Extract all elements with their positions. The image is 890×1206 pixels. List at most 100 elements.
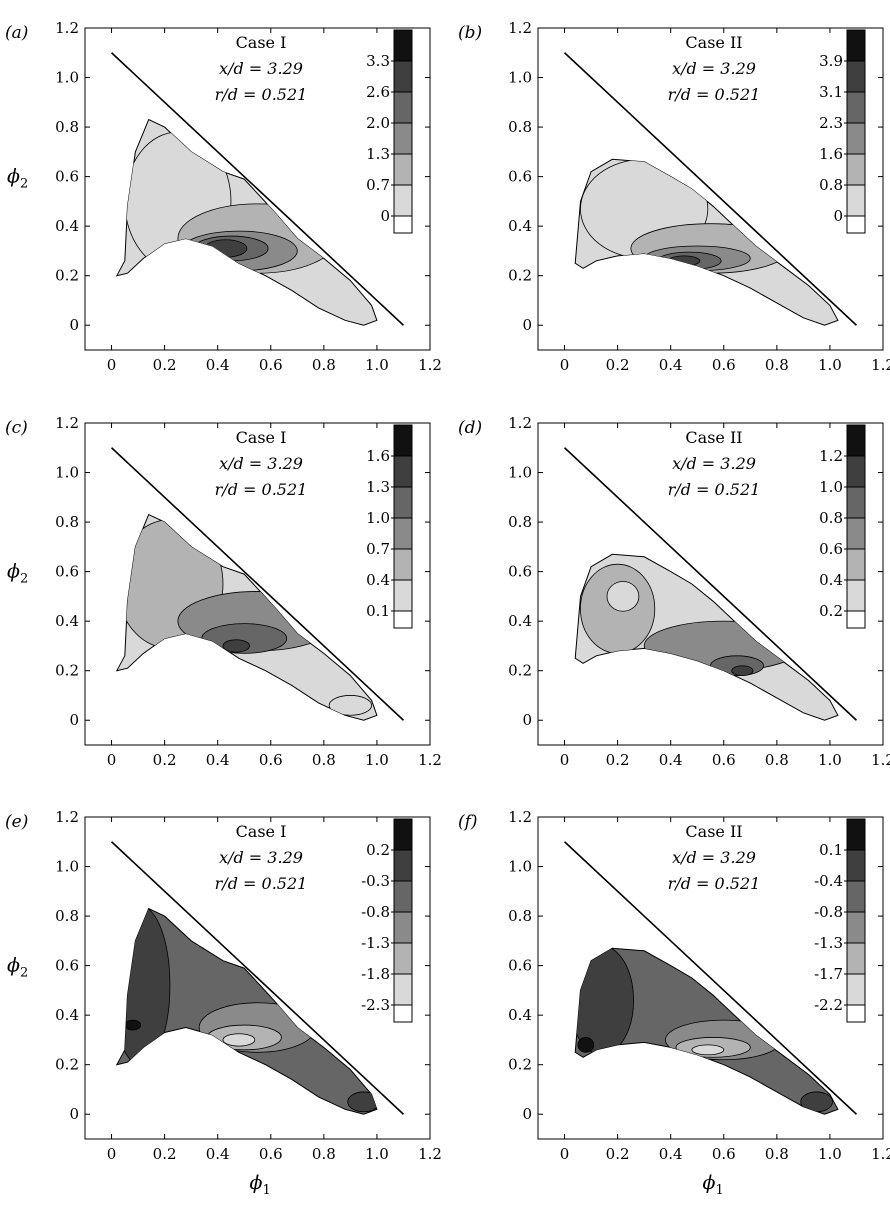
x-tick-label: 0.6 [259, 356, 283, 374]
y-tick-label: 1.2 [508, 808, 532, 826]
y-tick-label: 1.0 [508, 69, 532, 87]
colorbar-level-label: 0.4 [819, 571, 843, 589]
reference-line [110, 841, 405, 1115]
y-tick-label: 0.2 [55, 267, 79, 285]
colorbar-segment [393, 818, 413, 851]
colorbar: 0.2 0.4 0.6 0.8 1.0 1.2 [819, 424, 866, 629]
colorbar-segment [393, 424, 413, 457]
colorbar-segment [393, 849, 413, 882]
x-tick-label: 1.2 [871, 751, 890, 769]
y-tick-label: 0.2 [55, 1056, 79, 1074]
x-tick-label: 0.4 [206, 751, 230, 769]
x-tick-label: 0.6 [712, 1145, 736, 1163]
x-axis-label: ϕ1 [250, 1172, 271, 1198]
x-tick-label: 0.2 [153, 1145, 177, 1163]
y-tick-label: 0.6 [55, 168, 79, 186]
colorbar-level-label: 3.3 [366, 52, 390, 70]
contour-band-1 [691, 1044, 725, 1056]
x-tick-label: 1.0 [818, 1145, 842, 1163]
colorbar-segment [393, 184, 413, 217]
annotation-r-over-d: r/d = 0.521 [668, 85, 761, 104]
case-title: Case II [685, 822, 742, 841]
contour-band-1 [124, 131, 232, 272]
y-tick-label: 1.0 [508, 858, 532, 876]
x-axis-subscript: 1 [715, 1183, 723, 1198]
colorbar-level-label: 0.6 [819, 540, 843, 558]
colorbar-level-label: 1.6 [819, 145, 843, 163]
annotation-x-over-d: x/d = 3.29 [219, 454, 303, 473]
panel-label: (f) [458, 812, 478, 832]
annotation-x-over-d: x/d = 3.29 [219, 848, 303, 867]
y-axis-subscript: 2 [20, 966, 28, 981]
case-title: Case I [236, 33, 287, 52]
colorbar-level-label: 1.6 [366, 447, 390, 465]
x-tick-label: 1.2 [871, 1145, 890, 1163]
colorbar-segment [846, 849, 866, 882]
contour-band-1 [328, 695, 373, 716]
contour-band-5 [731, 665, 754, 677]
y-tick-label: 0.6 [55, 957, 79, 975]
annotation-x-over-d: x/d = 3.29 [672, 454, 756, 473]
y-axis-symbol: ϕ [7, 955, 20, 977]
colorbar-segment [846, 153, 866, 186]
y-axis-symbol: ϕ [7, 166, 20, 188]
y-tick-label: 0.6 [508, 168, 532, 186]
colorbar-level-label: -0.8 [361, 903, 390, 921]
colorbar-segment [846, 610, 866, 629]
panel-a: 0 0.2 0.4 0.6 0.8 1.0 1.2 0 0.2 0.4 0.6 0.8 1.0 1.2 (a… [5, 19, 442, 374]
x-tick-label: 0.4 [659, 356, 683, 374]
colorbar-segment [846, 579, 866, 612]
x-tick-label: 0 [107, 751, 117, 769]
colorbar-level-label: 0.1 [366, 602, 390, 620]
colorbar-level-label: 0.7 [366, 176, 390, 194]
case-title: Case I [236, 822, 287, 841]
colorbar-segment [393, 579, 413, 612]
colorbar-segment [393, 215, 413, 234]
annotation-x-over-d: x/d = 3.29 [672, 848, 756, 867]
x-tick-label: 0.4 [206, 1145, 230, 1163]
colorbar-segment [393, 29, 413, 62]
y-tick-label: 1.2 [55, 414, 79, 432]
plot-frame [537, 422, 884, 746]
contour-band-5 [204, 239, 248, 258]
y-tick-label: 0.2 [508, 662, 532, 680]
colorbar-level-label: 0.1 [819, 841, 843, 859]
x-tick-label: 0.6 [712, 356, 736, 374]
colorbar-segment [393, 91, 413, 124]
reference-line [563, 52, 858, 326]
y-axis-label: ϕ2 [7, 561, 28, 587]
annotation-r-over-d: r/d = 0.521 [215, 85, 308, 104]
y-tick-label: 0.8 [55, 907, 79, 925]
y-tick-label: 0.8 [508, 513, 532, 531]
colorbar: 0.1 0.4 0.7 1.0 1.3 1.6 [366, 424, 413, 629]
reference-line [110, 52, 405, 326]
x-tick-label: 0.2 [153, 356, 177, 374]
y-axis-label: ϕ2 [7, 166, 28, 192]
y-tick-label: 0.6 [55, 563, 79, 581]
x-tick-label: 0 [107, 1145, 117, 1163]
x-tick-label: 0.6 [259, 1145, 283, 1163]
colorbar-level-label: 1.2 [819, 447, 843, 465]
colorbar-level-label: -1.3 [361, 934, 390, 952]
y-tick-label: 1.2 [55, 808, 79, 826]
colorbar: -2.2 -1.7 -1.3 -0.8 -0.4 0.1 [814, 818, 866, 1023]
x-tick-label: 1.2 [418, 751, 442, 769]
x-tick-label: 0.2 [153, 751, 177, 769]
y-tick-label: 0.4 [55, 612, 79, 630]
colorbar: -2.3 -1.8 -1.3 -0.8 -0.3 0.2 [361, 818, 413, 1023]
colorbar-level-label: -2.2 [814, 996, 843, 1014]
contour-band-5 [222, 639, 250, 653]
y-tick-label: 0.8 [508, 118, 532, 136]
colorbar-segment [846, 548, 866, 581]
colorbar-segment [393, 880, 413, 913]
colorbar-segment [846, 942, 866, 975]
y-tick-label: 1.2 [508, 19, 532, 37]
colorbar-segment [393, 122, 413, 155]
annotation-x-over-d: x/d = 3.29 [219, 59, 303, 78]
contour-band-1 [606, 581, 640, 612]
colorbar-segment [846, 517, 866, 550]
y-tick-label: 0.4 [508, 217, 532, 235]
y-tick-label: 0.2 [55, 662, 79, 680]
x-tick-label: 1.2 [871, 356, 890, 374]
annotation-r-over-d: r/d = 0.521 [668, 874, 761, 893]
